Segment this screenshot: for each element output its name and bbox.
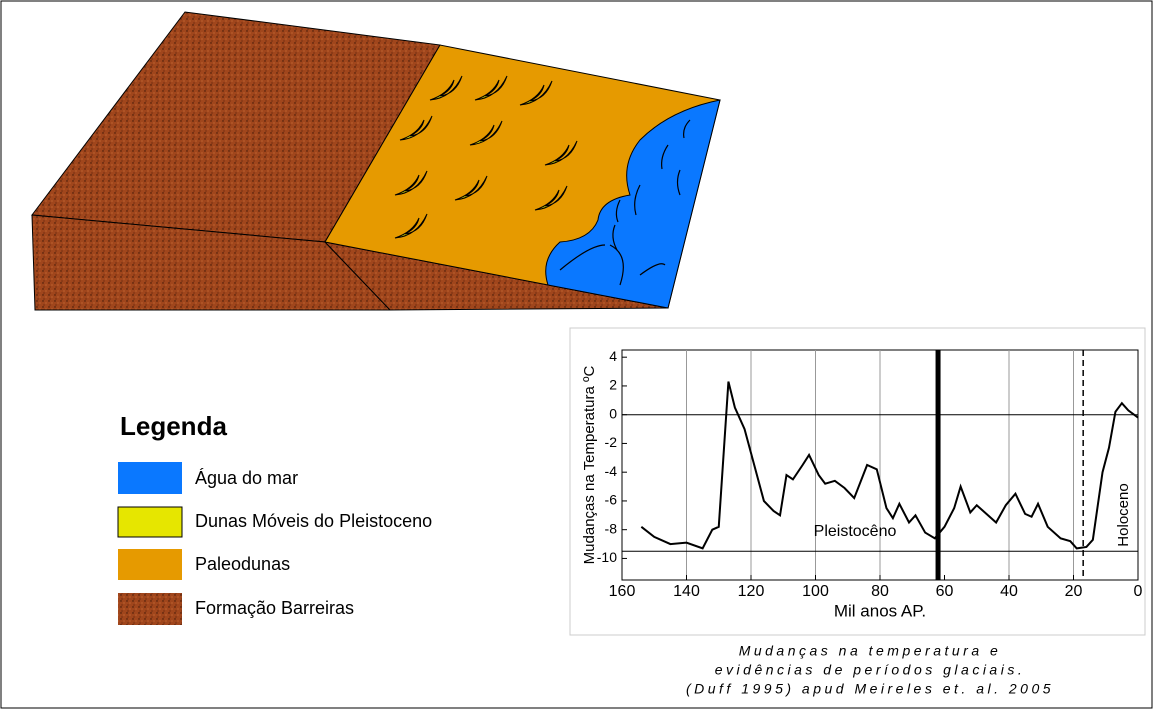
block-diagram — [32, 12, 720, 310]
legend-label: Água do mar — [195, 468, 298, 488]
y-tick-label: -8 — [605, 520, 618, 536]
x-tick-label: 160 — [609, 583, 636, 600]
annotation: Holoceno — [1115, 483, 1132, 546]
caption-line: evidências de períodos glaciais. — [715, 662, 1025, 678]
legend-title: Legenda — [120, 411, 227, 441]
legend: Legenda Água do mar Dunas Móveis do Plei… — [118, 411, 432, 625]
x-axis-label: Mil anos AP. — [834, 601, 926, 620]
x-tick-label: 120 — [738, 583, 765, 600]
legend-swatch — [118, 593, 182, 625]
y-tick-label: -4 — [605, 463, 618, 479]
x-tick-label: 20 — [1065, 583, 1083, 600]
x-tick-label: 140 — [673, 583, 700, 600]
legend-label: Paleodunas — [195, 554, 290, 574]
y-tick-label: -6 — [605, 492, 618, 508]
caption-line: (Duff 1995) apud Meireles et. al. 2005 — [686, 681, 1054, 697]
x-tick-label: 60 — [936, 583, 954, 600]
y-axis-label: Mudanças na Temperatura ºC — [581, 366, 598, 565]
x-tick-label: 100 — [802, 583, 829, 600]
x-tick-label: 80 — [871, 583, 889, 600]
y-tick-label: 0 — [609, 405, 617, 421]
legend-swatch — [118, 549, 182, 580]
caption: Mudanças na temperatura e evidências de … — [686, 643, 1054, 697]
chart-panel — [570, 328, 1145, 635]
x-tick-label: 0 — [1134, 583, 1143, 600]
x-tick-label: 40 — [1000, 583, 1018, 600]
y-tick-label: -2 — [605, 434, 618, 450]
page: Legenda Água do mar Dunas Móveis do Plei… — [0, 0, 1154, 710]
legend-label: Dunas Móveis do Pleistoceno — [195, 511, 432, 531]
y-tick-label: 2 — [609, 377, 617, 393]
legend-swatch — [118, 507, 182, 537]
caption-line: Mudanças na temperatura e — [739, 643, 1002, 659]
legend-swatch — [118, 462, 182, 494]
legend-label: Formação Barreiras — [195, 598, 354, 618]
y-tick-label: 4 — [609, 348, 617, 364]
annotation: Pleistocêno — [814, 523, 897, 540]
y-tick-label: -10 — [597, 549, 617, 565]
